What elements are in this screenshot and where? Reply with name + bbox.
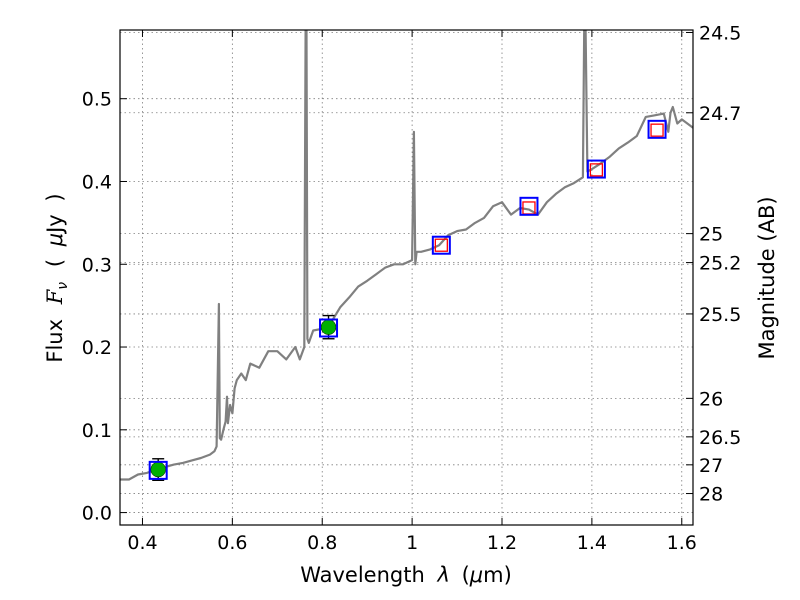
model-photometry-square bbox=[319, 318, 339, 338]
right-tick-label: 25.5 bbox=[699, 304, 741, 326]
right-tick-label: 27 bbox=[699, 455, 723, 477]
predicted-flux-marker bbox=[650, 123, 664, 137]
x-tick-label: 1.6 bbox=[667, 532, 697, 554]
x-tick-label: 1.4 bbox=[577, 532, 607, 554]
y-tick-label: 0.1 bbox=[82, 420, 112, 442]
grid-lines bbox=[120, 30, 693, 525]
predicted-flux-marker bbox=[434, 238, 448, 252]
right-tick-label: 24.7 bbox=[699, 103, 741, 125]
model-photometry-square bbox=[647, 119, 667, 139]
right-tick-label: 26 bbox=[699, 388, 723, 410]
x-tick-label: 1 bbox=[406, 532, 418, 554]
marker-layer bbox=[148, 119, 667, 482]
right-tick-label: 28 bbox=[699, 484, 723, 506]
right-tick-label: 24.5 bbox=[699, 22, 741, 44]
model-photometry-square bbox=[519, 196, 539, 216]
right-axis-label: Magnitude (AB) bbox=[755, 196, 779, 359]
series-layer bbox=[120, 30, 693, 481]
x-tick-label: 0.6 bbox=[217, 532, 247, 554]
tick-layer: 0.4 0.6 0.8 1 1.2 1.4 1.6 0.0 0.1 0.2 0.3 0.4 0.5 24.… bbox=[82, 22, 742, 554]
y-axis-label: Flux Fν ( μJy ) bbox=[43, 193, 72, 362]
x-axis-label: Wavelength λ (μm) bbox=[300, 563, 512, 587]
x-tick-label: 0.4 bbox=[127, 532, 157, 554]
right-tick-label: 26.5 bbox=[699, 427, 741, 449]
plot-frame bbox=[119, 29, 694, 526]
x-tick-label: 0.8 bbox=[307, 532, 337, 554]
model-photometry-square bbox=[431, 235, 451, 255]
y-tick-label: 0.0 bbox=[82, 503, 112, 525]
observed-point bbox=[150, 461, 166, 478]
x-tick-label: 1.2 bbox=[487, 532, 517, 554]
y-tick-label: 0.5 bbox=[82, 89, 112, 111]
right-tick-label: 25.2 bbox=[699, 253, 741, 275]
y-tick-label: 0.2 bbox=[82, 337, 112, 359]
model-photometry-square bbox=[586, 159, 606, 179]
sed-line bbox=[120, 30, 693, 481]
y-tick-label: 0.4 bbox=[82, 171, 112, 193]
y-tick-label: 0.3 bbox=[82, 254, 112, 276]
predicted-flux-marker bbox=[589, 163, 604, 177]
right-tick-label: 25 bbox=[699, 224, 723, 246]
observed-point bbox=[320, 319, 337, 335]
model-photometry-square bbox=[148, 460, 168, 480]
